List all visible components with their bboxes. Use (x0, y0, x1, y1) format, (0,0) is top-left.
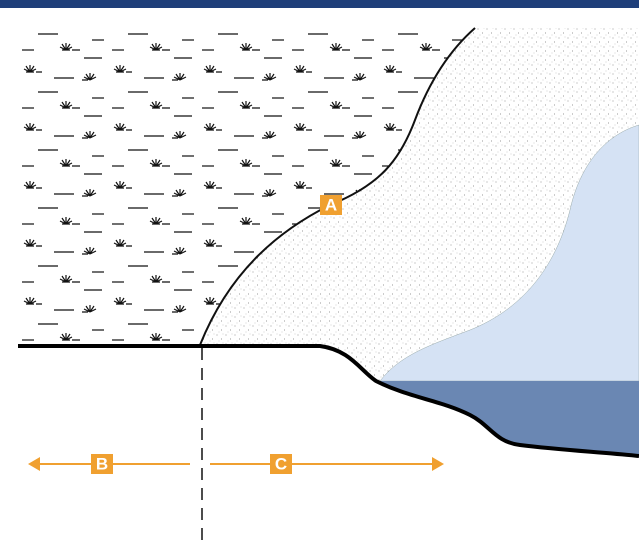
page: {"markers": [{"label": "A"}, {"label": "… (0, 0, 639, 541)
diagram: A B C (0, 0, 639, 541)
water-deep (376, 381, 639, 456)
marker-label: A (325, 196, 337, 215)
arrows (28, 457, 444, 471)
marker-label: B (96, 455, 108, 474)
top-bar (0, 0, 639, 8)
marker-label: C (275, 455, 287, 474)
